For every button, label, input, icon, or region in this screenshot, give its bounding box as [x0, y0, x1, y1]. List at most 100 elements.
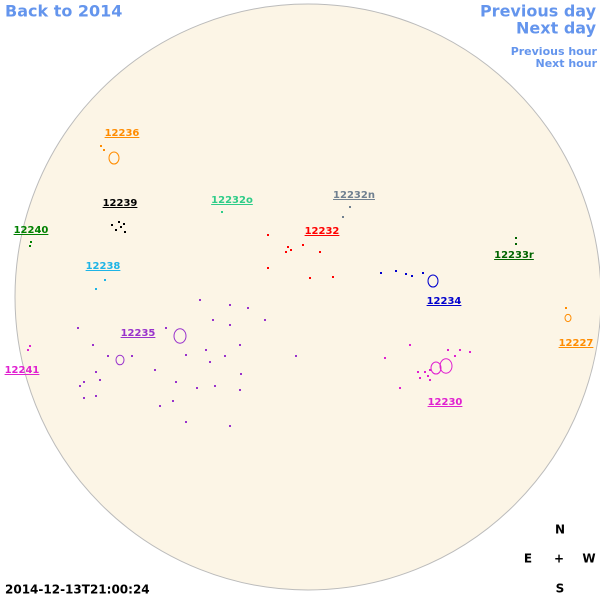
sunspot — [131, 355, 133, 357]
sunspot — [100, 145, 102, 147]
sunspot — [267, 267, 269, 269]
sunspot — [309, 277, 311, 279]
sunspot — [302, 244, 304, 246]
sunspot — [221, 211, 223, 213]
sunspot-contour — [439, 358, 453, 374]
sunspot — [120, 226, 122, 228]
region-label[interactable]: 12234 — [427, 296, 462, 307]
compass-east: E — [524, 552, 532, 566]
region-label[interactable]: 12230 — [428, 397, 463, 408]
sunspot — [214, 385, 216, 387]
region-label[interactable]: 12236 — [105, 128, 140, 139]
sunspot — [224, 355, 226, 357]
sunspot — [92, 344, 94, 346]
sunspot-contour — [427, 274, 439, 288]
sunspot — [124, 231, 126, 233]
previous-day-link[interactable]: Previous day — [480, 2, 597, 21]
sunspot — [107, 355, 109, 357]
sunspot — [95, 288, 97, 290]
sunspot — [264, 319, 266, 321]
sunspot — [399, 387, 401, 389]
sunspot — [409, 344, 411, 346]
sunspot — [454, 355, 456, 357]
sunspot-contour — [115, 354, 125, 366]
sunspot — [103, 149, 105, 151]
sunspot — [240, 373, 242, 375]
sunspot — [287, 246, 289, 248]
sunspot — [417, 371, 419, 373]
sunspot — [83, 397, 85, 399]
sunspot — [295, 355, 297, 357]
sunspot — [159, 405, 161, 407]
sunspot — [29, 245, 31, 247]
sunspot — [185, 421, 187, 423]
timestamp: 2014-12-13T21:00:24 — [5, 583, 150, 597]
next-day-link[interactable]: Next day — [516, 19, 597, 38]
sunspot — [115, 229, 117, 231]
region-label[interactable]: 12240 — [14, 225, 49, 236]
sunspot-contour — [430, 361, 442, 375]
region-label[interactable]: 12235 — [121, 328, 156, 339]
previous-hour-link[interactable]: Previous hour — [511, 45, 598, 58]
sunspot — [427, 375, 429, 377]
sunspot — [285, 251, 287, 253]
sunspot — [205, 349, 207, 351]
region-label[interactable]: 12233r — [494, 250, 534, 261]
region-label[interactable]: 12241 — [5, 365, 40, 376]
sunspot — [30, 241, 32, 243]
sunspot — [185, 354, 187, 356]
sunspot — [104, 279, 106, 281]
sunspot-contour — [173, 328, 187, 344]
sunspot — [79, 385, 81, 387]
sunspot — [429, 369, 431, 371]
region-label[interactable]: 12238 — [86, 261, 121, 272]
sunspot — [411, 275, 413, 277]
sunspot — [239, 389, 241, 391]
sunspot — [515, 237, 517, 239]
sunspot — [175, 381, 177, 383]
sunspot — [419, 377, 421, 379]
sunspot — [565, 307, 567, 309]
sunspot — [247, 307, 249, 309]
sunspot — [349, 206, 351, 208]
sunspot — [172, 400, 174, 402]
sunspot — [209, 361, 211, 363]
sunspot — [229, 304, 231, 306]
sunspot — [83, 381, 85, 383]
sunspot — [95, 371, 97, 373]
sunspot — [395, 270, 397, 272]
compass-center: + — [554, 552, 564, 566]
sunspot — [447, 349, 449, 351]
sunspot — [429, 379, 431, 381]
sunspot — [154, 369, 156, 371]
sunspot — [424, 371, 426, 373]
region-label[interactable]: 12239 — [103, 198, 138, 209]
region-label[interactable]: 12232n — [333, 190, 375, 201]
sunspot — [199, 299, 201, 301]
region-label[interactable]: 12232 — [305, 226, 340, 237]
sunspot — [99, 379, 101, 381]
sunspot — [111, 224, 113, 226]
sunspot — [165, 327, 167, 329]
sunspot — [332, 276, 334, 278]
sunspot-contour — [108, 151, 120, 165]
sunspot — [459, 349, 461, 351]
sunspot — [123, 223, 125, 225]
back-link[interactable]: Back to 2014 — [5, 2, 122, 21]
sunspot — [77, 327, 79, 329]
sunspot-contour — [564, 313, 572, 323]
sunspot — [319, 251, 321, 253]
sunspot — [229, 425, 231, 427]
sunspot — [95, 395, 97, 397]
sunspot — [267, 234, 269, 236]
sunspot — [196, 387, 198, 389]
compass-south: S — [556, 582, 565, 596]
region-label[interactable]: 12232o — [211, 195, 253, 206]
compass-north: N — [555, 523, 565, 537]
sunspot — [342, 216, 344, 218]
sunspot — [469, 351, 471, 353]
region-label[interactable]: 12227 — [559, 338, 594, 349]
next-hour-link[interactable]: Next hour — [536, 57, 598, 70]
